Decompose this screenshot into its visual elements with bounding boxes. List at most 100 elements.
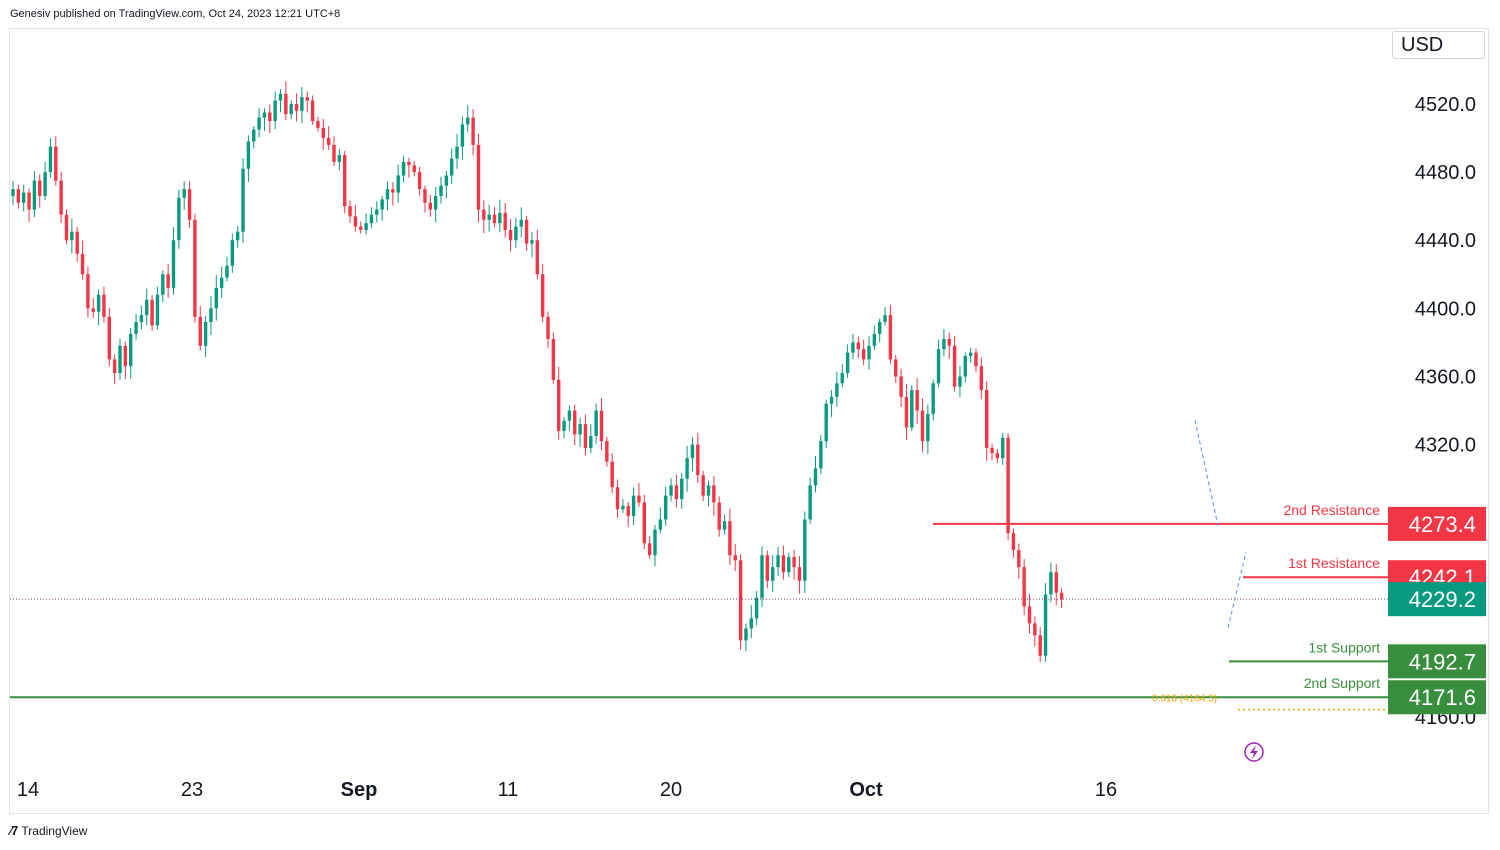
candle-body (305, 97, 309, 101)
candle-body (749, 618, 753, 629)
candle-body (423, 189, 427, 203)
candle-body (851, 342, 855, 353)
candle-body (401, 161, 406, 176)
level-label: 1st Resistance (1288, 555, 1380, 571)
candle-body (450, 158, 454, 176)
candle-body (300, 97, 304, 111)
candle-body (535, 240, 539, 275)
candle-body (690, 444, 695, 459)
candle-body (765, 555, 770, 581)
projection-line (1227, 551, 1247, 629)
candle-body (412, 165, 416, 173)
candle-body (583, 424, 588, 448)
candle-body (872, 333, 877, 346)
candle-body (1043, 594, 1048, 656)
lightning-icon (1244, 742, 1264, 762)
candle-body (990, 447, 994, 454)
candle-body (230, 240, 235, 266)
candle-body (653, 529, 657, 556)
candle-body (369, 214, 374, 224)
candle-body (680, 478, 684, 500)
candle-body (27, 192, 31, 210)
candle-body (198, 316, 202, 346)
candle-body (16, 189, 21, 203)
candle-body (487, 214, 491, 220)
y-tick-label: 4360.0 (1415, 366, 1476, 388)
candle-body (904, 396, 909, 428)
candle-body (931, 383, 935, 414)
currency-selector[interactable]: USD (1392, 31, 1485, 59)
publisher-text: Genesiv published on TradingView.com, Oc… (10, 8, 341, 20)
footer: ⁄7 TradingView (10, 823, 87, 838)
candle-body (241, 168, 245, 232)
x-tick-label: 11 (498, 779, 519, 801)
candle-body (878, 321, 882, 334)
candle-body (594, 410, 598, 437)
candle-body (444, 175, 449, 186)
candle-body (466, 117, 470, 125)
candle-body (867, 345, 871, 360)
candle-body (273, 100, 277, 122)
candle-body (396, 175, 400, 193)
tradingview-logo-icon[interactable]: ⁄7 (10, 823, 18, 838)
candle-body (326, 138, 331, 145)
x-tick-label: 14 (17, 779, 39, 801)
level-label: 2nd Support (1304, 675, 1380, 691)
candle-body (674, 485, 679, 500)
candle-body (316, 121, 320, 128)
candle-body (43, 172, 47, 196)
candle-body (59, 180, 63, 215)
candle-body (96, 294, 101, 312)
level-price-box (1388, 680, 1486, 715)
candle-body (589, 436, 593, 448)
candle-body (80, 253, 85, 275)
candle-body (48, 146, 53, 173)
candle-body (861, 349, 866, 360)
candle-body (744, 628, 748, 641)
candle-body (952, 345, 957, 387)
candle-body (883, 315, 887, 322)
candle-body (150, 299, 154, 326)
candle-body (1059, 592, 1064, 600)
candle-body (177, 197, 181, 241)
projection-line (1194, 419, 1219, 527)
candle-body (664, 495, 668, 520)
candle-body (102, 294, 106, 317)
candle-body (835, 383, 839, 397)
candle-body (781, 555, 786, 573)
candle-body (75, 231, 79, 254)
candle-body (776, 555, 780, 568)
candle-body (936, 349, 941, 384)
candle-body (771, 567, 775, 581)
y-tick-label: 4440.0 (1415, 230, 1476, 252)
x-tick-label: 16 (1095, 779, 1117, 801)
candle-body (738, 560, 743, 641)
candle-body (610, 461, 614, 488)
candle-body (112, 359, 117, 374)
candle-body (476, 144, 481, 210)
candle-body (118, 345, 122, 374)
candle-body (530, 240, 534, 244)
candle-body (567, 410, 572, 421)
candle-body (578, 424, 582, 435)
footer-brand[interactable]: TradingView (21, 823, 88, 838)
candle-body (193, 219, 197, 317)
candle-body (1022, 567, 1026, 607)
candle-body (182, 189, 186, 198)
candle-body (139, 315, 144, 322)
y-tick-label: 4320.0 (1415, 435, 1476, 457)
candle-body (455, 146, 459, 159)
candle-body (621, 505, 625, 510)
y-tick-label: 4400.0 (1415, 298, 1476, 320)
candle-body (417, 172, 422, 190)
y-tick-label: 4480.0 (1415, 162, 1476, 184)
y-tick-label: 4520.0 (1415, 94, 1476, 116)
candle-body (631, 495, 636, 517)
candle-body (310, 100, 315, 122)
candle-body (1054, 572, 1058, 593)
candle-body (540, 274, 545, 317)
lightning-bolt (1250, 745, 1258, 759)
candle-body (498, 212, 502, 224)
candle-body (219, 277, 224, 288)
